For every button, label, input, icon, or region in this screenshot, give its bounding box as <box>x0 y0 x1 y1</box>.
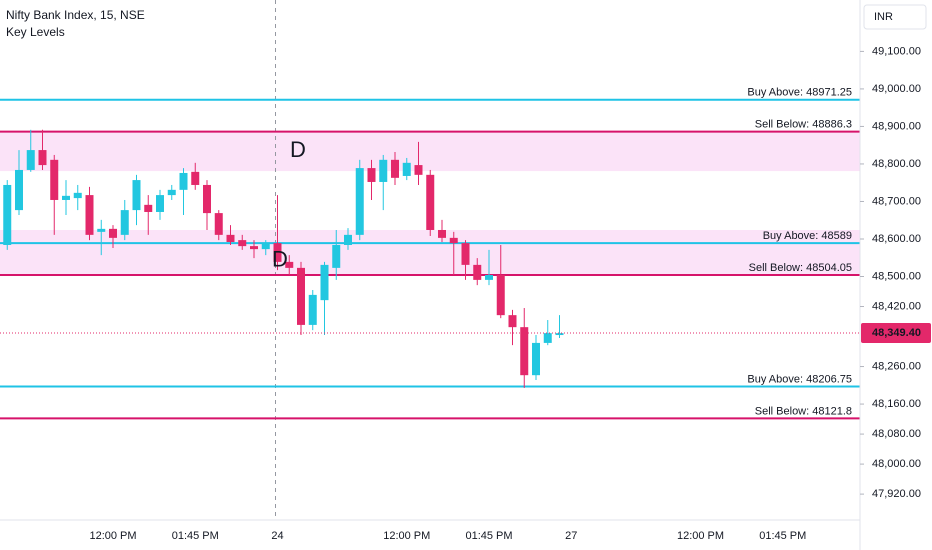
candle-body <box>62 195 70 200</box>
candle-body <box>214 213 223 235</box>
x-tick-label: 12:00 PM <box>89 530 136 542</box>
y-tick-label: 48,900.00 <box>872 120 921 132</box>
candle-body <box>156 195 164 212</box>
candle-body <box>120 210 129 235</box>
candle-body <box>203 184 211 214</box>
candle-body <box>367 168 376 182</box>
candle-body <box>520 327 529 376</box>
level-label: Sell Below: 48504.05 <box>749 262 852 274</box>
x-tick-label: 01:45 PM <box>759 530 806 542</box>
candle-body <box>426 174 435 230</box>
candle-body <box>132 180 141 211</box>
level-label: Sell Below: 48886.3 <box>755 118 852 130</box>
x-tick-label: 01:45 PM <box>465 530 512 542</box>
candle-body <box>308 294 317 325</box>
y-tick-label: 48,600.00 <box>872 233 921 245</box>
y-tick-label: 48,260.00 <box>872 360 921 372</box>
candle-body <box>167 189 176 196</box>
currency-button[interactable] <box>863 4 927 30</box>
candle-body <box>379 159 388 182</box>
y-tick-label: 48,000.00 <box>872 458 921 470</box>
last-price-box <box>861 323 931 344</box>
candle-body <box>449 237 458 244</box>
candle-body <box>555 333 564 336</box>
last-price-label: 48,349.40 <box>872 327 921 339</box>
candle-body <box>285 261 294 268</box>
candle-body <box>15 169 23 211</box>
level-label: Sell Below: 48121.8 <box>755 405 852 417</box>
x-tick-label: 12:00 PM <box>677 530 724 542</box>
zone <box>0 229 860 275</box>
candle-body <box>344 234 352 245</box>
candle-body <box>496 275 505 316</box>
candle-body <box>85 195 94 235</box>
level-label: Buy Above: 48206.75 <box>747 373 852 385</box>
y-tick-label: 48,500.00 <box>872 270 921 282</box>
x-tick-label: 01:45 PM <box>172 530 219 542</box>
zone-label: D <box>272 246 288 271</box>
currency-label[interactable]: INR <box>874 11 893 23</box>
candle-body <box>144 204 153 212</box>
candle-body <box>473 264 482 280</box>
x-tick-label: 12:00 PM <box>383 530 430 542</box>
y-tick-label: 48,420.00 <box>872 300 921 312</box>
candle-body <box>543 333 552 343</box>
chart-title: Nifty Bank Index, 15, NSE <box>6 8 145 22</box>
candle-body <box>320 264 329 301</box>
zone-label: D <box>290 137 306 162</box>
y-tick-label: 48,160.00 <box>872 398 921 410</box>
y-tick-label: 49,100.00 <box>872 45 921 57</box>
candle-body <box>297 267 305 325</box>
candle-body <box>50 159 59 200</box>
y-tick-label: 47,920.00 <box>872 488 921 500</box>
candle-body <box>532 342 540 376</box>
x-tick-label: 24 <box>271 530 283 542</box>
y-tick-label: 49,000.00 <box>872 83 921 95</box>
plot-area <box>0 0 860 520</box>
candle-body <box>97 228 106 232</box>
candle-body <box>273 243 282 262</box>
candle-body <box>73 192 82 199</box>
candle-body <box>414 165 423 175</box>
candle-body <box>226 234 235 242</box>
candle-body <box>3 184 12 245</box>
candle-body <box>332 244 341 268</box>
candle-body <box>391 159 399 178</box>
candle-body <box>238 240 247 247</box>
candle-body <box>109 228 117 238</box>
candle-body <box>191 171 200 185</box>
y-tick-label: 48,080.00 <box>872 428 921 440</box>
candle-body <box>508 315 517 328</box>
candle-body <box>250 246 258 250</box>
level-label: Buy Above: 48589 <box>763 230 852 242</box>
chart-subtitle: Key Levels <box>6 25 65 39</box>
candle-body <box>355 168 364 235</box>
level-label: Buy Above: 48971.25 <box>747 87 852 99</box>
zone <box>0 131 860 172</box>
candle-body <box>261 243 270 250</box>
y-tick-label: 48,800.00 <box>872 158 921 170</box>
x-tick-label: 27 <box>565 530 577 542</box>
candle-body <box>461 243 470 265</box>
candle-body <box>438 229 446 238</box>
y-tick-label: 48,700.00 <box>872 195 921 207</box>
candle-body <box>38 150 47 166</box>
candle-body <box>26 150 35 170</box>
candle-body <box>179 172 188 190</box>
candle-body <box>402 162 411 176</box>
candle-body <box>485 275 493 280</box>
